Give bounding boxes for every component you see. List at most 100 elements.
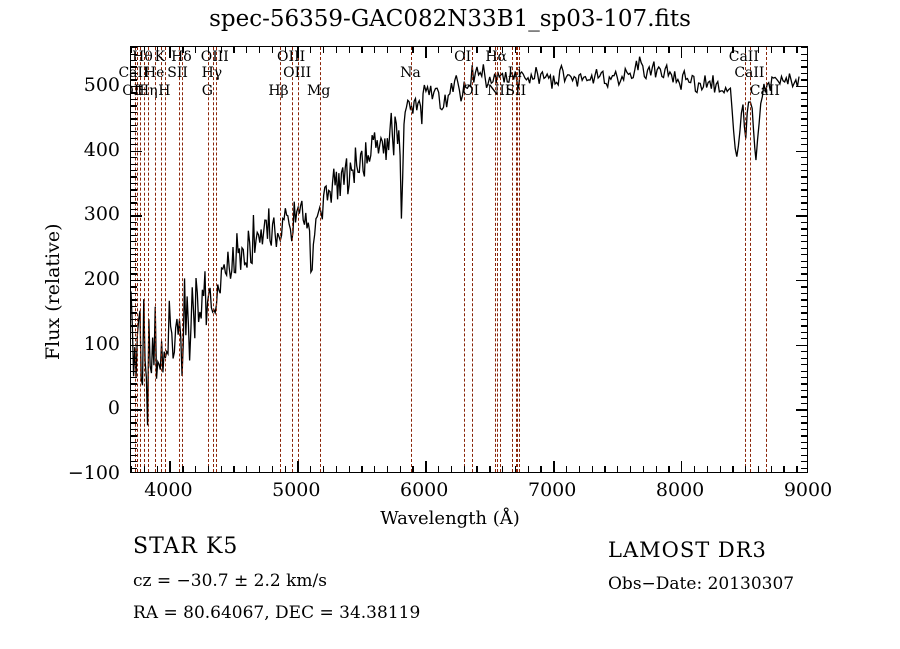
y-axis-tick (801, 467, 807, 469)
x-axis-tick (732, 47, 734, 53)
y-axis-tick (131, 215, 142, 217)
y-axis-tick (801, 402, 807, 405)
spectral-line-label: Hθ (132, 49, 153, 65)
x-axis-tick (156, 466, 158, 472)
spectral-line-label: Hα (485, 49, 508, 65)
x-axis-tick (732, 466, 734, 472)
x-axis-tick-label: 5000 (272, 479, 321, 501)
x-axis-tick (335, 47, 338, 53)
x-axis-tick-label: 4000 (144, 479, 193, 501)
spectral-line-marker (518, 47, 520, 472)
spectral-line-label: CaII (749, 83, 780, 99)
y-axis-tick (131, 131, 137, 133)
x-axis-tick (156, 47, 158, 53)
y-axis-tick (801, 441, 807, 444)
x-axis-tick (578, 47, 581, 53)
spectral-line-marker (463, 47, 465, 472)
spectrum-plot (130, 46, 808, 473)
y-axis-tick (801, 292, 807, 295)
spectral-line-marker (516, 47, 518, 472)
y-axis-tick (801, 163, 807, 165)
x-axis-tick (246, 47, 248, 53)
y-axis-tick (801, 428, 807, 431)
y-axis-tick (801, 92, 807, 94)
y-axis-tick (131, 364, 137, 366)
x-axis-tick (578, 466, 581, 472)
x-axis-tick (604, 47, 606, 53)
y-axis-tick (801, 318, 807, 321)
y-axis-tick (131, 344, 142, 346)
x-axis-tick (182, 466, 184, 472)
spectral-line-label: Hβ (268, 83, 289, 99)
x-axis-tick (629, 466, 632, 472)
spectral-line-label: OI (454, 49, 472, 65)
y-axis-tick (801, 234, 807, 236)
spectral-line-label: G (201, 83, 213, 99)
y-axis-tick (801, 241, 807, 243)
y-axis-tick (131, 331, 137, 334)
y-axis-tick (131, 59, 137, 62)
spectral-line-marker (160, 47, 162, 472)
spectral-line-marker (208, 47, 210, 472)
y-axis-tick (801, 228, 807, 230)
y-axis-tick (131, 254, 137, 256)
y-axis-tick (131, 267, 137, 269)
x-axis-tick (310, 47, 312, 53)
y-axis-tick (131, 305, 137, 308)
y-axis-tick (131, 79, 137, 81)
y-axis-tick (801, 66, 807, 68)
y-axis-tick (131, 377, 137, 379)
y-axis-tick-label: −100 (67, 462, 120, 484)
x-axis-tick (796, 466, 798, 472)
spectral-line-marker (165, 47, 167, 472)
x-axis-tick (348, 466, 350, 472)
x-axis-tick (540, 47, 542, 53)
y-axis-tick (131, 422, 137, 424)
x-axis-tick (246, 466, 248, 472)
x-axis-tick (322, 47, 325, 53)
y-axis-tick (131, 144, 137, 146)
x-axis-tick (195, 466, 197, 472)
y-axis-tick (801, 415, 807, 418)
x-axis-tick (706, 466, 709, 472)
spectral-line-marker (744, 47, 746, 472)
x-axis-tick (322, 466, 325, 472)
survey-label: LAMOST DR3 (608, 538, 767, 562)
y-axis-tick (801, 267, 807, 269)
y-axis-tick (131, 441, 137, 444)
y-axis-tick (131, 428, 137, 431)
x-axis-tick (553, 461, 555, 472)
y-axis-tick (131, 338, 137, 340)
x-axis-tick (207, 47, 210, 53)
y-axis-tick (801, 111, 807, 114)
y-axis-tick (801, 124, 807, 126)
y-axis-tick (131, 163, 137, 165)
y-axis-tick (801, 47, 807, 49)
y-axis-tick (131, 370, 137, 372)
spectral-line-label: CaII (734, 65, 765, 81)
y-axis-tick (131, 461, 137, 463)
y-axis-tick (131, 325, 137, 327)
y-axis-tick (131, 169, 137, 172)
x-axis-tick (719, 47, 721, 53)
y-axis-tick (796, 215, 807, 217)
x-axis-tick (284, 466, 286, 472)
y-axis-tick (801, 118, 807, 120)
spectral-line-label: SII (167, 65, 188, 81)
y-axis-tick (801, 422, 807, 424)
spectral-line-label: OI (462, 83, 480, 99)
spectral-line-marker (411, 47, 413, 472)
radial-velocity-label: cz = −30.7 ± 2.2 km/s (133, 571, 327, 591)
y-axis-tick (796, 279, 807, 282)
y-axis-tick (801, 370, 807, 372)
spectral-line-label: Hγ (201, 65, 223, 81)
x-axis-tick (271, 47, 274, 53)
y-axis-tick (131, 118, 137, 120)
y-axis-tick (801, 325, 807, 327)
spectral-line-marker (499, 47, 501, 472)
x-axis-tick (412, 466, 414, 472)
x-axis-tick (514, 466, 517, 472)
spectral-line-marker (765, 47, 767, 472)
x-axis-tick (693, 47, 696, 53)
x-axis-tick (450, 466, 453, 472)
